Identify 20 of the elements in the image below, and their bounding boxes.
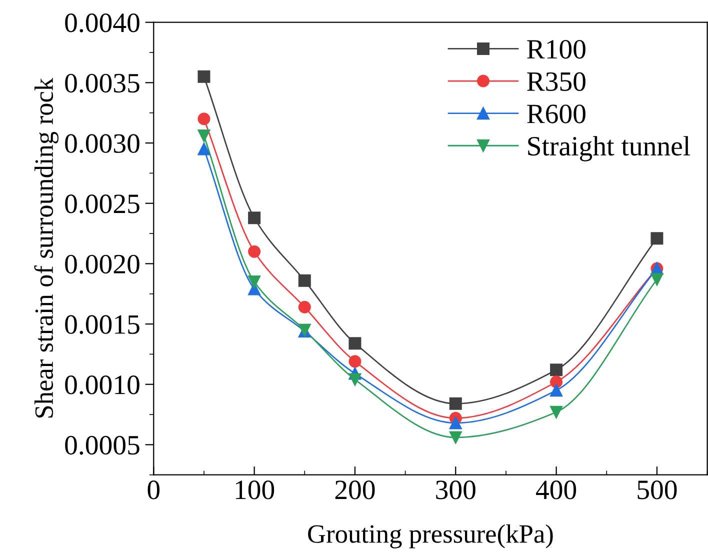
y-tick-label: 0.0020: [65, 254, 140, 274]
y-tick-label: 0.0010: [65, 376, 140, 394]
legend-label: R600: [527, 104, 586, 124]
y-tick-label: 0.0035: [65, 74, 140, 93]
x-tick-label: 0: [148, 480, 160, 500]
y-tick-label: 0.0015: [65, 315, 140, 334]
x-tick-label: 500: [638, 480, 677, 500]
legend-label: R100: [527, 40, 586, 59]
y-axis-title: Shear strain of surrounding rock: [34, 78, 58, 418]
legend-label: Straight tunnel: [528, 136, 690, 162]
y-tick-label: 0.0040: [65, 13, 140, 32]
y-tick-label: 0.0025: [65, 194, 140, 214]
legend-label: R350: [527, 72, 586, 92]
y-tick-label: 0.0005: [65, 436, 140, 455]
x-axis-title: Grouting pressure(kPa): [308, 524, 553, 548]
x-tick-label: 400: [536, 480, 576, 500]
x-tick-label: 300: [436, 480, 476, 500]
x-tick-label: 100: [236, 480, 274, 500]
x-tick-label: 200: [335, 480, 375, 500]
y-tick-label: 0.0030: [65, 134, 140, 154]
